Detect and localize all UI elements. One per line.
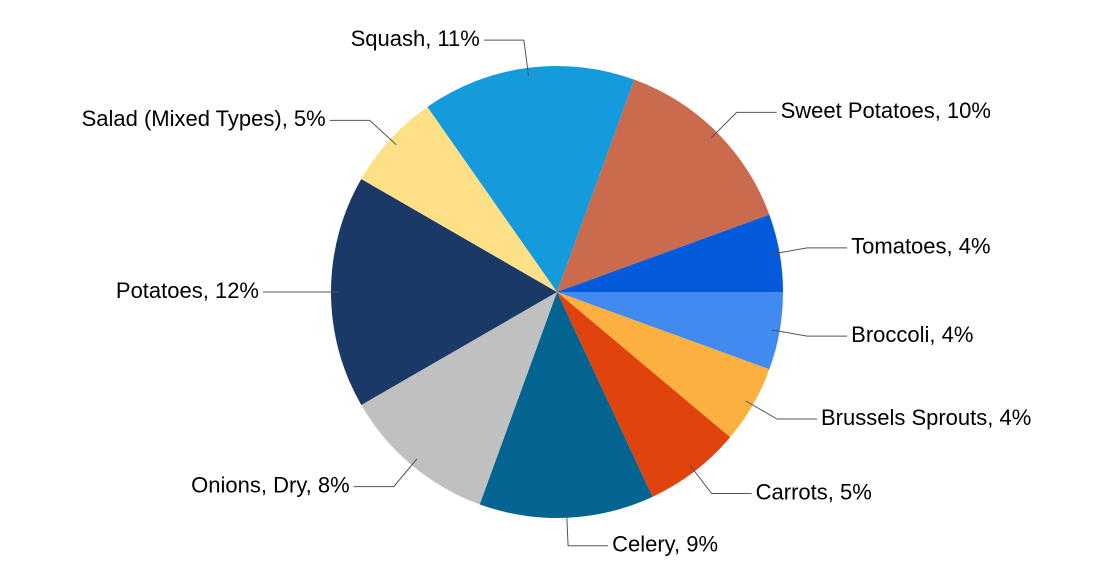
leader-line [689,464,752,495]
leader-line [353,458,418,488]
pie-slice [557,214,783,292]
pie-slice [557,292,770,438]
pie-slice [361,292,557,505]
data-label: Tomatoes, 4% [851,234,990,259]
pie-slice [427,66,635,293]
leader-line [771,247,848,255]
leader-line [329,119,397,146]
pie-slice [331,179,557,405]
pie-slice [557,292,783,370]
data-label: Onions, Dry, 8% [191,472,350,497]
data-label: Celery, 9% [612,532,718,557]
leader-line [771,329,848,337]
leader-line [710,111,777,139]
data-label: Brussels Sprouts, 4% [821,405,1031,430]
data-label: Broccoli, 4% [851,322,973,347]
pie-slice [557,292,731,497]
data-label: Salad (Mixed Types), 5% [82,106,326,131]
data-label: Carrots, 5% [756,479,872,504]
data-label: Potatoes, 12% [116,278,259,303]
pie-slice [361,106,557,292]
leader-line [566,509,609,547]
leader-line [483,39,530,76]
data-label: Squash, 11% [351,26,480,51]
data-label: Sweet Potatoes, 10% [781,98,991,123]
pie-slice [479,292,653,518]
leader-line [745,400,817,420]
